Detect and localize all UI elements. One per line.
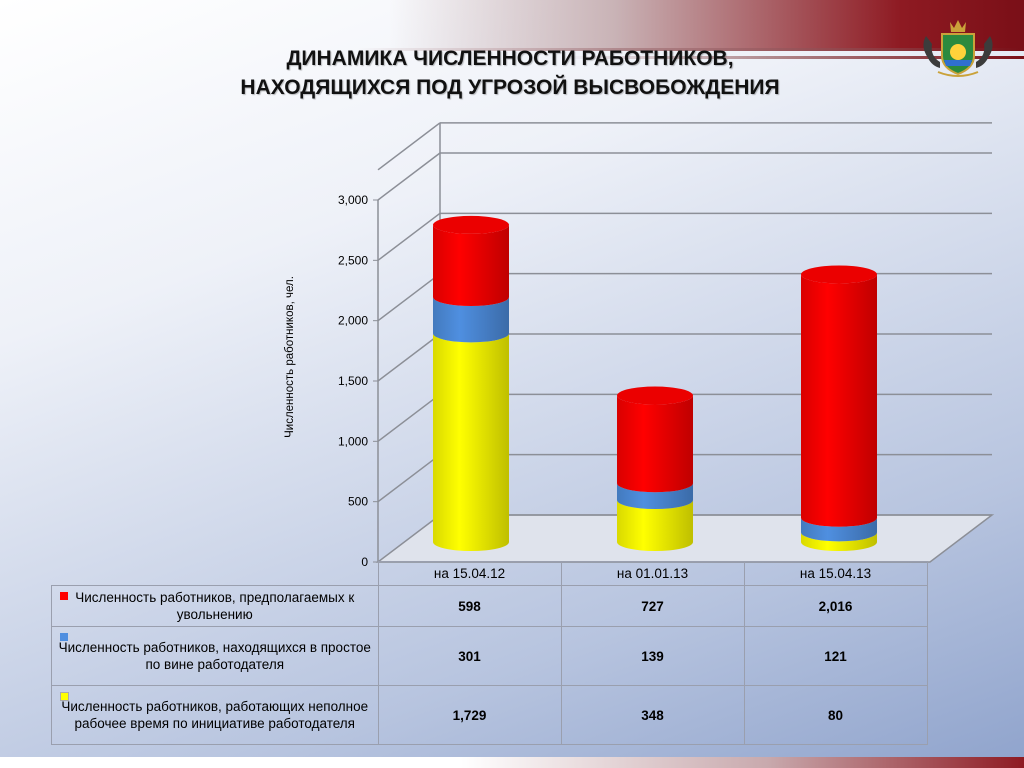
bar-stack bbox=[617, 386, 693, 551]
series-label: Численность работников, предполагаемых к… bbox=[75, 590, 355, 622]
bar-stack bbox=[801, 265, 877, 551]
bottom-banner bbox=[0, 757, 1024, 768]
table-cell: 598 bbox=[377, 585, 562, 627]
gridline bbox=[377, 454, 441, 503]
page-title: ДИНАМИКА ЧИСЛЕННОСТИ РАБОТНИКОВ, НАХОДЯЩ… bbox=[150, 44, 870, 102]
series-label: Численность работников, работающих непол… bbox=[61, 699, 369, 731]
bar-segment bbox=[801, 517, 877, 542]
y-tick-label: 500 bbox=[348, 495, 368, 509]
gridline bbox=[377, 152, 441, 201]
table-cell: 80 bbox=[743, 685, 928, 745]
title-line-1: ДИНАМИКА ЧИСЛЕННОСТИ РАБОТНИКОВ, bbox=[286, 47, 734, 70]
bar-segment bbox=[433, 333, 509, 551]
gridline bbox=[377, 333, 441, 382]
legend-swatch bbox=[60, 692, 69, 701]
bar-segment bbox=[801, 274, 877, 527]
bar-segment bbox=[617, 483, 693, 510]
data-table: на 15.04.12 на 01.01.13 на 15.04.13 Числ… bbox=[51, 561, 928, 745]
legend-swatch bbox=[60, 633, 68, 641]
bar-top-cap bbox=[617, 386, 693, 405]
bar-segment bbox=[433, 224, 509, 307]
series-label-cell: Численность работников, работающих непол… bbox=[51, 685, 379, 745]
table-cell: 139 bbox=[560, 626, 745, 686]
top-divider-secondary bbox=[0, 56, 1024, 59]
top-banner bbox=[0, 0, 1024, 48]
legend-swatch bbox=[60, 592, 68, 600]
chart-gridlines bbox=[377, 122, 992, 516]
series-label-cell: Численность работников, находящихся в пр… bbox=[51, 626, 379, 686]
table-row: Численность работников, работающих непол… bbox=[51, 685, 928, 745]
series-label-cell: Численность работников, предполагаемых к… bbox=[51, 585, 379, 627]
bar-segment bbox=[801, 532, 877, 551]
y-tick-label: 1,500 bbox=[338, 374, 368, 388]
table-header-row: на 15.04.12 на 01.01.13 на 15.04.13 bbox=[51, 561, 928, 586]
table-cell: 348 bbox=[560, 685, 745, 745]
series-label: Численность работников, находящихся в пр… bbox=[58, 640, 371, 672]
table-corner bbox=[51, 561, 379, 586]
table-cell: 2,016 bbox=[743, 585, 928, 627]
category-header: на 01.01.13 bbox=[560, 561, 745, 586]
y-tick-label: 1,000 bbox=[338, 434, 368, 448]
y-tick-label: 2,500 bbox=[338, 253, 368, 267]
bar-top-cap bbox=[433, 215, 509, 234]
coat-of-arms-icon bbox=[923, 20, 993, 77]
bar-top-cap bbox=[801, 265, 877, 284]
bar-segment bbox=[433, 297, 509, 343]
bar-stack bbox=[433, 215, 509, 551]
y-tick-label: 2,000 bbox=[338, 314, 368, 328]
title-line-2: НАХОДЯЩИХСЯ ПОД УГРОЗОЙ ВЫСВОБОЖДЕНИЯ bbox=[240, 76, 780, 99]
gridline bbox=[377, 122, 441, 171]
top-divider bbox=[0, 48, 1024, 51]
gridline bbox=[377, 212, 441, 261]
table-cell: 121 bbox=[743, 626, 928, 686]
gridline bbox=[377, 273, 441, 322]
gridline bbox=[377, 393, 441, 442]
chart-bars bbox=[433, 215, 877, 551]
y-axis-label: Численность работников, чел. bbox=[284, 276, 296, 438]
table-row: Численность работников, предполагаемых к… bbox=[51, 585, 928, 627]
table-row: Численность работников, находящихся в пр… bbox=[51, 626, 928, 686]
table-cell: 301 bbox=[377, 626, 562, 686]
category-header: на 15.04.12 bbox=[377, 561, 562, 586]
bar-segment bbox=[617, 500, 693, 551]
table-cell: 727 bbox=[560, 585, 745, 627]
category-header: на 15.04.13 bbox=[743, 561, 928, 586]
table-cell: 1,729 bbox=[377, 685, 562, 745]
bar-segment bbox=[617, 395, 693, 493]
y-tick-label: 3,000 bbox=[338, 193, 368, 207]
